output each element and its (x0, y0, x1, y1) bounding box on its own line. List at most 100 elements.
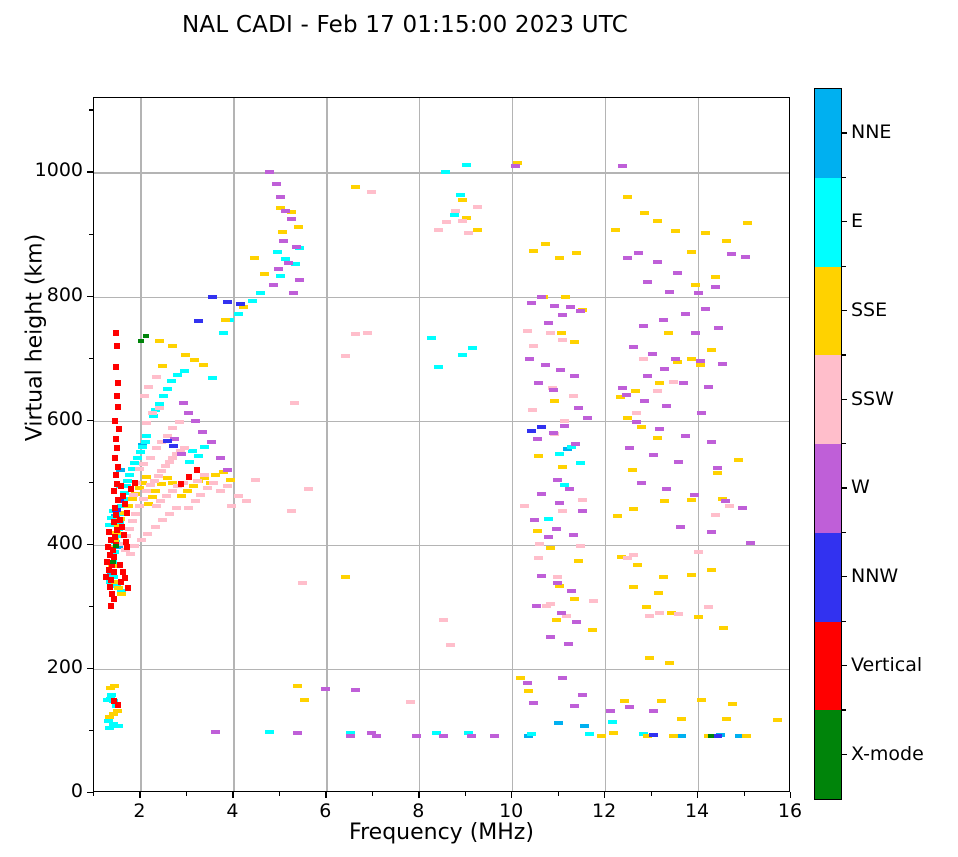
data-point (168, 343, 178, 348)
x-axis-tick-label: 10 (499, 800, 524, 822)
data-point (624, 705, 634, 710)
data-point (168, 480, 178, 485)
data-point (286, 210, 296, 215)
data-point (350, 184, 360, 189)
data-point (138, 445, 148, 450)
data-point (143, 531, 153, 536)
data-point (122, 484, 132, 489)
data-point (142, 489, 152, 494)
data-point (297, 581, 307, 586)
data-point (643, 733, 653, 738)
data-point (138, 496, 148, 501)
data-point (289, 290, 299, 295)
colorbar-boundary-tick (841, 176, 846, 179)
data-point (114, 526, 121, 533)
x-axis-minor-tick (464, 792, 467, 796)
data-point (198, 429, 208, 434)
data-point (110, 698, 117, 705)
data-point (569, 597, 579, 602)
data-point (123, 478, 133, 483)
data-point (579, 723, 589, 728)
data-point (559, 482, 569, 487)
data-point (678, 381, 688, 386)
data-point (144, 384, 154, 389)
data-point (112, 583, 122, 588)
gridline-horizontal (94, 296, 789, 298)
data-point (677, 733, 687, 738)
x-axis-tick (325, 792, 327, 798)
data-point (516, 676, 526, 681)
colorbar-band-vertical (815, 621, 841, 711)
data-point (200, 473, 210, 478)
data-point (110, 580, 120, 585)
colorbar-band-x-mode (815, 710, 841, 799)
data-point (636, 424, 646, 429)
data-point (223, 468, 233, 473)
data-point (280, 208, 290, 213)
data-point (157, 468, 167, 473)
data-point (223, 484, 233, 489)
data-point (527, 300, 537, 305)
data-point (125, 585, 132, 592)
data-point (188, 449, 197, 454)
data-point (570, 442, 580, 447)
y-axis-tick (87, 792, 93, 794)
data-point (671, 228, 681, 233)
data-point (164, 511, 174, 516)
data-point (127, 497, 137, 502)
data-point (111, 530, 121, 535)
data-point (472, 204, 482, 209)
data-point (135, 504, 145, 509)
data-point (350, 331, 360, 336)
data-point (255, 291, 265, 296)
data-point (536, 573, 546, 578)
data-point (559, 418, 569, 423)
data-point (112, 364, 119, 371)
data-point (462, 163, 472, 168)
data-point (161, 494, 171, 499)
gridline-vertical (512, 98, 514, 791)
data-point (573, 558, 583, 563)
gridline-horizontal (94, 668, 789, 671)
colorbar-label-nne: NNE (851, 121, 892, 144)
data-point (117, 589, 127, 594)
data-point (345, 733, 355, 738)
y-axis-tick-label: 0 (70, 780, 83, 802)
data-point (189, 483, 199, 488)
data-point (680, 433, 690, 438)
y-axis-minor-tick (89, 481, 93, 484)
data-point (117, 516, 124, 523)
data-point (655, 427, 665, 432)
colorbar-boundary-tick (841, 443, 846, 445)
data-point (706, 439, 716, 444)
data-point (569, 393, 579, 398)
data-point (661, 403, 671, 408)
data-point (703, 604, 713, 609)
data-point (123, 509, 130, 516)
data-point (582, 416, 592, 421)
data-point (168, 455, 178, 460)
colorbar-band-ssw (815, 355, 841, 444)
data-point (664, 289, 674, 294)
gridline-vertical (698, 98, 700, 791)
data-point (291, 261, 301, 266)
data-point (107, 536, 114, 543)
data-point (553, 581, 563, 586)
data-point (446, 643, 456, 648)
data-point (113, 544, 120, 549)
gridline-horizontal (94, 544, 789, 546)
data-point (536, 491, 546, 496)
data-point (571, 251, 581, 256)
data-point (529, 701, 539, 706)
data-point (276, 206, 286, 211)
data-point (468, 346, 478, 351)
data-point (643, 279, 653, 284)
data-point (490, 733, 500, 738)
data-point (175, 449, 185, 454)
data-point (534, 541, 544, 546)
data-point (192, 479, 202, 484)
data-point (690, 283, 700, 288)
data-point (630, 388, 640, 393)
data-point (111, 454, 118, 461)
data-point (561, 614, 571, 619)
